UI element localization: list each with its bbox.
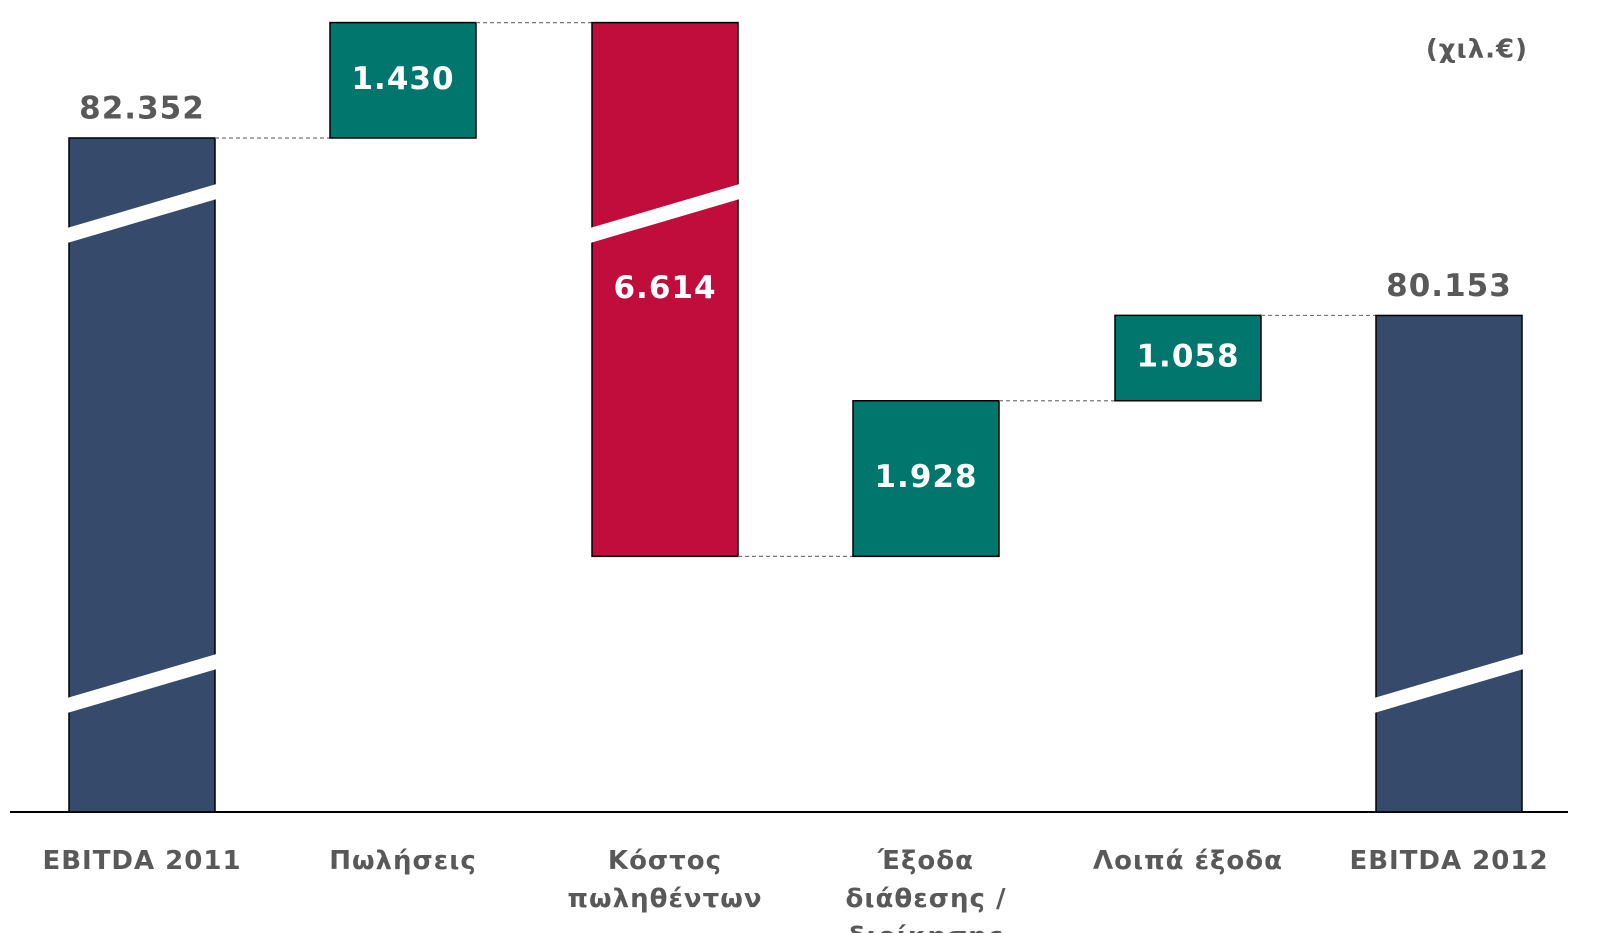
x-tick-label: Έξοδα διάθεσης / διοίκησης <box>845 846 1007 933</box>
axis-break-edge <box>56 651 228 703</box>
axis-break-edge <box>579 181 751 233</box>
x-tick-label: Λοιπά έξοδα <box>1092 846 1284 876</box>
chart-root: (χιλ.€) 82.352 1.430 6.614 1.928 1.058 80.153… <box>10 21 1568 933</box>
bar <box>852 400 1000 558</box>
value-label: 1.430 <box>351 61 454 97</box>
value-label: 82.352 <box>79 90 205 126</box>
bar <box>1375 314 1523 813</box>
axis-break <box>1364 652 1534 716</box>
unit-label: (χιλ.€) <box>1426 35 1528 65</box>
axis-break-edge <box>1363 651 1535 703</box>
bar <box>329 21 477 139</box>
value-label: 1.928 <box>874 459 977 495</box>
bar <box>68 137 216 813</box>
axis-break-edge <box>56 181 228 233</box>
x-tick-label: Κόστος πωληθέντων <box>567 846 763 914</box>
x-tick-label: EBITDA 2011 <box>42 846 242 876</box>
x-tick-label: EBITDA 2012 <box>1349 846 1549 876</box>
bar <box>591 21 739 558</box>
value-label: 80.153 <box>1386 268 1512 304</box>
axis-break <box>580 182 750 246</box>
chart: (χιλ.€) 82.352 1.430 6.614 1.928 1.058 80.153 <box>10 21 1568 813</box>
bar <box>1114 314 1262 402</box>
axis-break <box>57 652 227 716</box>
value-label: 1.058 <box>1136 339 1239 375</box>
x-tick-label: Πωλήσεις <box>329 846 477 876</box>
axis-break <box>57 182 227 246</box>
value-label: 6.614 <box>613 270 716 306</box>
